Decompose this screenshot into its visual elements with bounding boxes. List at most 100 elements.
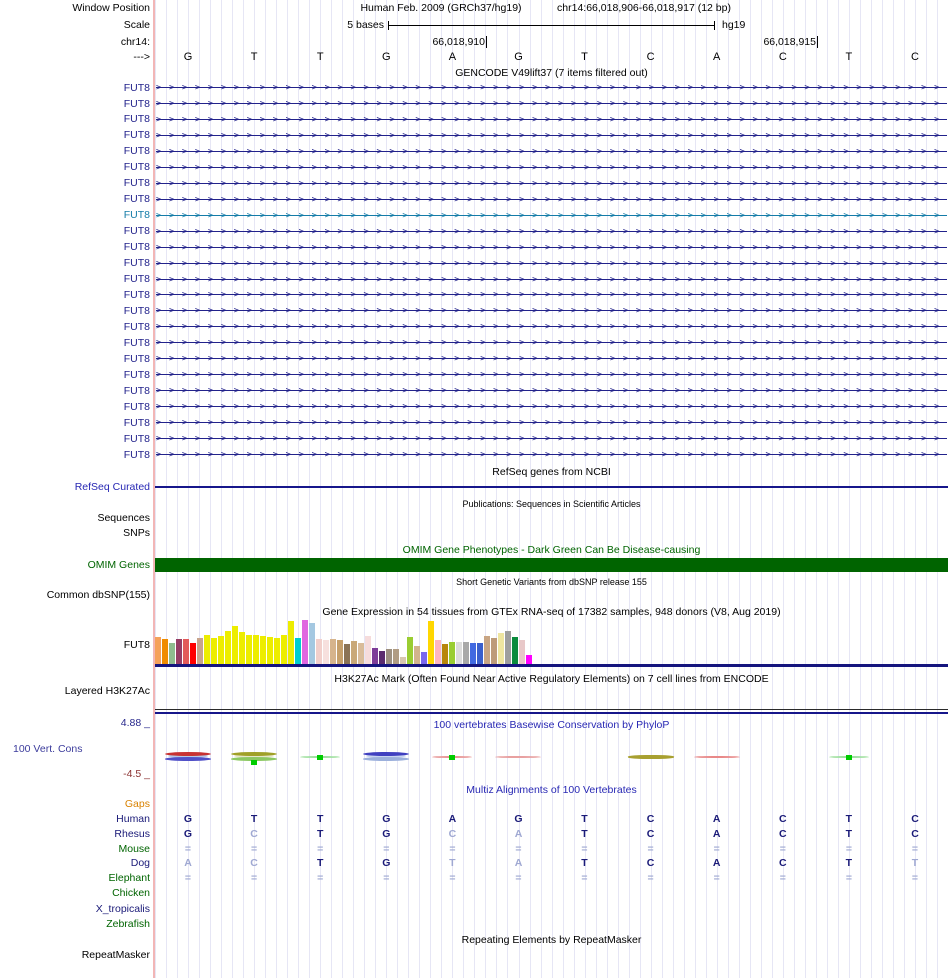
species-label-chicken[interactable]: Chicken [112,887,150,899]
gtex-gene-label[interactable]: FUT8 [123,639,150,651]
gtex-tissue-bar[interactable] [281,635,287,664]
gtex-tissue-bar[interactable] [218,636,224,664]
gencode-gene-label[interactable]: FUT8 [123,257,150,269]
gtex-tissue-bar[interactable] [435,640,441,664]
gtex-tissue-bar[interactable] [463,642,469,664]
gencode-gene-label[interactable]: FUT8 [123,448,150,461]
refseq-curated-label[interactable]: RefSeq Curated [74,481,150,493]
gencode-gene-arrow-line[interactable]: >>>>>>>>>>>>>>>>>>>>>>>>>>>>>>>>>>>>>>>>… [156,82,947,94]
gtex-tissue-bar[interactable] [449,642,455,664]
gencode-gene-arrow-line[interactable]: >>>>>>>>>>>>>>>>>>>>>>>>>>>>>>>>>>>>>>>>… [156,401,947,414]
snps-label[interactable]: SNPs [123,527,150,539]
gtex-tissue-bar[interactable] [267,637,273,664]
gencode-gene-arrow-line[interactable]: >>>>>>>>>>>>>>>>>>>>>>>>>>>>>>>>>>>>>>>>… [156,289,947,302]
gencode-gene-label[interactable]: FUT8 [123,161,150,174]
gencode-gene-label[interactable]: FUT8 [123,384,150,397]
species-label-x_tropicalis[interactable]: X_tropicalis [95,903,150,915]
gtex-tissue-bar[interactable] [519,640,525,664]
gtex-tissue-bar[interactable] [253,635,259,664]
gencode-gene-label[interactable]: FUT8 [123,352,150,365]
gtex-tissue-bar[interactable] [498,633,504,664]
sequences-label[interactable]: Sequences [97,512,150,524]
gtex-tissue-bar[interactable] [358,643,364,664]
gtex-tissue-bar[interactable] [365,636,371,664]
gencode-gene-label[interactable]: FUT8 [123,129,150,142]
gtex-tissue-bar[interactable] [295,638,301,664]
gencode-gene-arrow-line[interactable]: >>>>>>>>>>>>>>>>>>>>>>>>>>>>>>>>>>>>>>>>… [156,161,947,174]
gencode-gene-arrow-line[interactable]: >>>>>>>>>>>>>>>>>>>>>>>>>>>>>>>>>>>>>>>>… [156,321,947,334]
gencode-gene-arrow-line[interactable]: >>>>>>>>>>>>>>>>>>>>>>>>>>>>>>>>>>>>>>>>… [156,177,947,190]
gencode-gene-label[interactable]: FUT8 [123,241,150,254]
gtex-tissue-bar[interactable] [197,638,203,664]
gtex-tissue-bar[interactable] [309,623,315,664]
gencode-gene-label[interactable]: FUT8 [123,145,150,158]
gtex-tissue-bar[interactable] [274,638,280,664]
gtex-tissue-bar[interactable] [442,644,448,664]
gencode-gene-label[interactable]: FUT8 [123,113,150,126]
gencode-gene-label[interactable]: FUT8 [123,416,150,429]
repeatmasker-label[interactable]: RepeatMasker [81,949,150,961]
gtex-tissue-bar[interactable] [372,648,378,664]
gtex-tissue-bar[interactable] [393,649,399,664]
gtex-tissue-bar[interactable] [162,639,168,664]
species-label-elephant[interactable]: Elephant [108,872,150,884]
gencode-gene-arrow-line[interactable]: >>>>>>>>>>>>>>>>>>>>>>>>>>>>>>>>>>>>>>>>… [156,337,947,350]
species-label-zebrafish[interactable]: Zebrafish [106,918,150,930]
gencode-gene-label[interactable]: FUT8 [123,320,150,333]
gtex-tissue-bar[interactable] [316,639,322,664]
gtex-tissue-bar[interactable] [337,640,343,664]
gencode-gene-label[interactable]: FUT8 [123,304,150,317]
gtex-tissue-bar[interactable] [456,642,462,664]
gtex-tissue-bar[interactable] [232,626,238,664]
gtex-tissue-bar[interactable] [512,637,518,664]
gencode-gene-label[interactable]: FUT8 [123,209,150,222]
species-label-dog[interactable]: Dog [130,857,150,869]
gtex-tissue-bar[interactable] [330,639,336,664]
gencode-gene-label[interactable]: FUT8 [123,193,150,206]
gencode-gene-arrow-line[interactable]: >>>>>>>>>>>>>>>>>>>>>>>>>>>>>>>>>>>>>>>>… [156,98,947,110]
gtex-tissue-bar[interactable] [351,641,357,664]
species-label-mouse[interactable]: Mouse [118,843,150,855]
gencode-gene-arrow-line[interactable]: >>>>>>>>>>>>>>>>>>>>>>>>>>>>>>>>>>>>>>>>… [156,129,947,142]
gencode-gene-label[interactable]: FUT8 [123,400,150,413]
gencode-gene-arrow-line[interactable]: >>>>>>>>>>>>>>>>>>>>>>>>>>>>>>>>>>>>>>>>… [156,385,947,398]
gencode-gene-arrow-line[interactable]: >>>>>>>>>>>>>>>>>>>>>>>>>>>>>>>>>>>>>>>>… [156,369,947,382]
gencode-gene-arrow-line[interactable]: >>>>>>>>>>>>>>>>>>>>>>>>>>>>>>>>>>>>>>>>… [156,241,947,254]
gtex-tissue-bar[interactable] [400,657,406,664]
gtex-tissue-bar[interactable] [211,638,217,664]
omim-genes-label[interactable]: OMIM Genes [87,559,150,571]
gencode-gene-arrow-line[interactable]: >>>>>>>>>>>>>>>>>>>>>>>>>>>>>>>>>>>>>>>>… [156,353,947,366]
omim-gene-bar[interactable] [155,558,948,572]
refseq-gene-line[interactable] [155,486,948,488]
dbsnp-label[interactable]: Common dbSNP(155) [46,589,150,601]
gtex-tissue-bar[interactable] [288,621,294,664]
gencode-gene-arrow-line[interactable]: >>>>>>>>>>>>>>>>>>>>>>>>>>>>>>>>>>>>>>>>… [156,225,947,238]
gencode-gene-label[interactable]: FUT8 [123,177,150,190]
gtex-tissue-bar[interactable] [176,639,182,664]
gencode-gene-arrow-line[interactable]: >>>>>>>>>>>>>>>>>>>>>>>>>>>>>>>>>>>>>>>>… [156,209,947,222]
h3k27ac-label[interactable]: Layered H3K27Ac [64,685,150,697]
gencode-gene-arrow-line[interactable]: >>>>>>>>>>>>>>>>>>>>>>>>>>>>>>>>>>>>>>>>… [156,449,947,461]
gencode-gene-label[interactable]: FUT8 [123,368,150,381]
gencode-gene-arrow-line[interactable]: >>>>>>>>>>>>>>>>>>>>>>>>>>>>>>>>>>>>>>>>… [156,305,947,318]
gtex-tissue-bar[interactable] [302,620,308,664]
gtex-tissue-bar[interactable] [323,640,329,664]
gtex-tissue-bar[interactable] [225,631,231,664]
gencode-gene-label[interactable]: FUT8 [123,273,150,285]
gencode-gene-label[interactable]: FUT8 [123,97,150,110]
gtex-tissue-bar[interactable] [421,652,427,664]
conservation-label[interactable]: 100 Vert. Cons [13,743,83,755]
gtex-tissue-bar[interactable] [379,651,385,664]
gtex-tissue-bar[interactable] [526,655,532,664]
gtex-tissue-bar[interactable] [470,643,476,664]
gencode-gene-label[interactable]: FUT8 [123,288,150,301]
gtex-tissue-bar[interactable] [484,636,490,664]
gtex-tissue-bar[interactable] [407,637,413,664]
gtex-tissue-bar[interactable] [505,631,511,664]
species-label-human[interactable]: Human [116,813,150,825]
gtex-tissue-bar[interactable] [428,621,434,664]
gencode-gene-arrow-line[interactable]: >>>>>>>>>>>>>>>>>>>>>>>>>>>>>>>>>>>>>>>>… [156,433,947,445]
gtex-tissue-bar[interactable] [414,646,420,664]
gtex-tissue-bar[interactable] [344,644,350,664]
gencode-gene-arrow-line[interactable]: >>>>>>>>>>>>>>>>>>>>>>>>>>>>>>>>>>>>>>>>… [156,193,947,206]
